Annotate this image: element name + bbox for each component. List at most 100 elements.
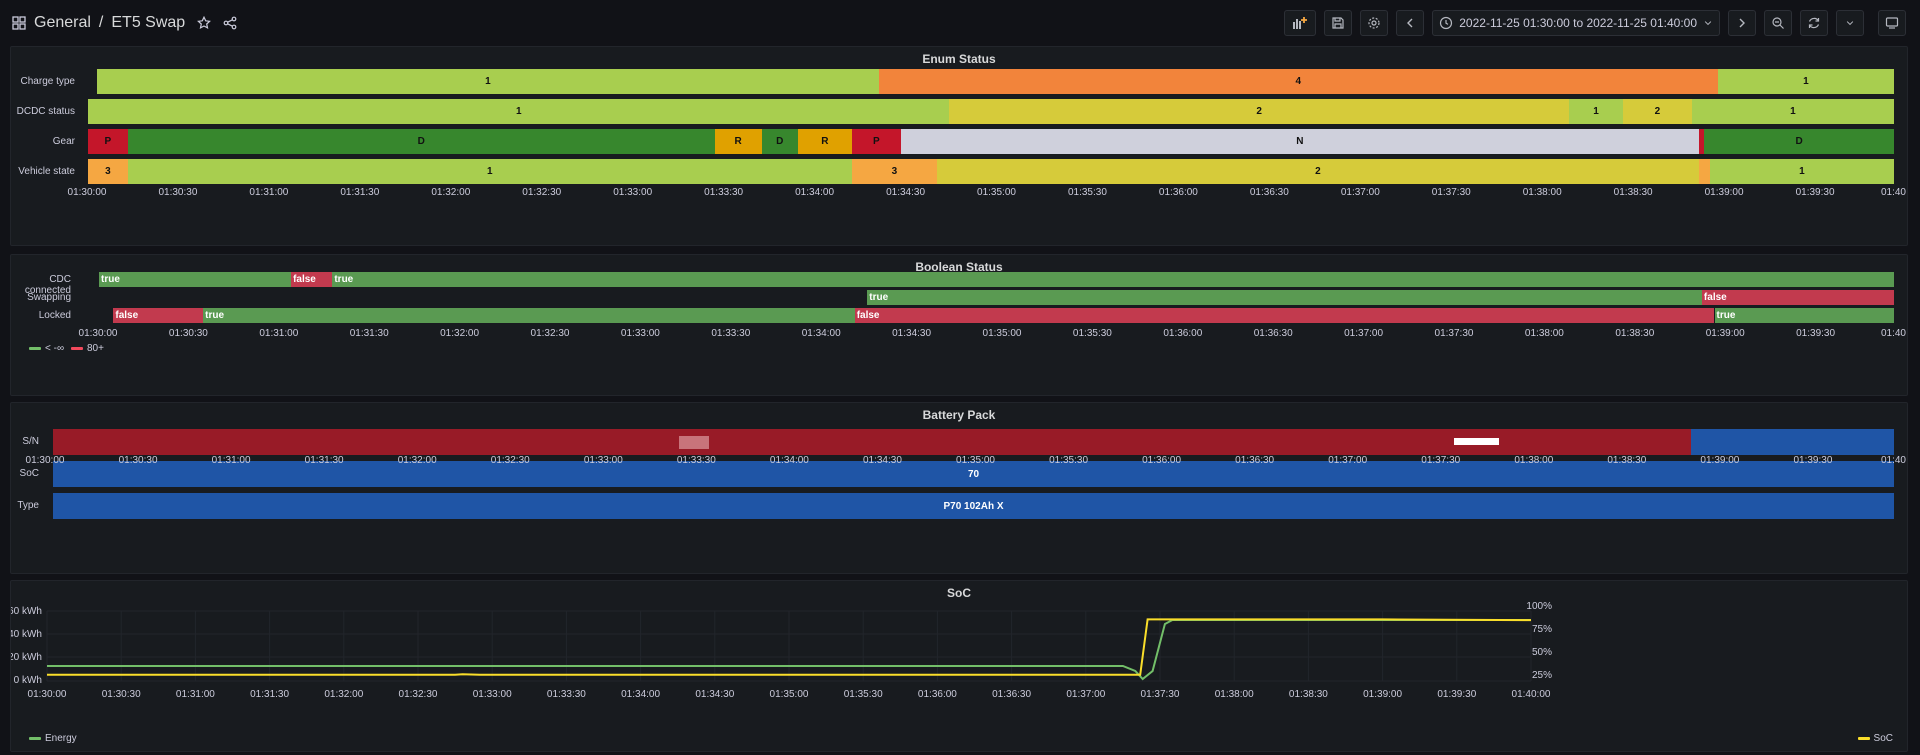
refresh-button[interactable] <box>1800 10 1828 36</box>
state-segment[interactable]: true <box>332 272 1894 287</box>
time-forward-button[interactable] <box>1728 10 1756 36</box>
breadcrumb-folder[interactable]: General <box>34 14 91 31</box>
panel-title[interactable]: Enum Status <box>922 52 996 66</box>
chevron-down-icon <box>1704 21 1712 26</box>
state-segment[interactable]: 1 <box>88 99 950 124</box>
legend-item[interactable]: 80+ <box>71 343 104 354</box>
state-segment[interactable]: 1 <box>1691 99 1894 124</box>
time-tick: 01:32:30 <box>398 689 438 700</box>
time-back-button[interactable] <box>1396 10 1425 36</box>
y-axis-right-tick: 75% <box>1532 624 1552 635</box>
zoom-out-button[interactable] <box>1764 10 1792 36</box>
time-tick: 01:37:30 <box>1431 187 1471 198</box>
time-tick: 01:35:00 <box>769 689 809 700</box>
save-dashboard-button[interactable] <box>1324 10 1353 36</box>
state-segment[interactable]: false <box>113 308 204 323</box>
time-tick: 01:38:30 <box>1288 689 1328 700</box>
time-tick: 01:36:00 <box>917 689 957 700</box>
boolean-status-panel: Boolean Status CDC connected true false tru… <box>10 254 1908 396</box>
state-segment[interactable]: 3 <box>851 159 937 184</box>
state-segment[interactable]: 2 <box>936 159 1699 184</box>
state-segment[interactable]: P <box>851 129 901 154</box>
row-label: SoC <box>19 468 39 479</box>
time-tick: 01:36:30 <box>1253 328 1293 339</box>
state-segment[interactable] <box>1698 129 1705 154</box>
state-segment[interactable]: false <box>291 272 333 287</box>
legend-label: 80+ <box>87 343 104 354</box>
time-tick: 01:38:00 <box>1214 689 1254 700</box>
state-segment[interactable]: true <box>867 290 1702 305</box>
share-icon[interactable] <box>223 16 237 30</box>
time-tick: 01:33:00 <box>472 689 512 700</box>
time-tick: 01:33:00 <box>583 455 623 466</box>
state-segment[interactable]: 70 <box>53 461 1894 487</box>
time-tick: 01:35:30 <box>843 689 883 700</box>
state-segment[interactable]: N <box>900 129 1699 154</box>
legend-soc[interactable]: SoC <box>1857 733 1893 744</box>
state-segment[interactable]: false <box>1701 290 1894 305</box>
star-icon[interactable] <box>197 16 212 30</box>
time-tick: 01:32:30 <box>490 455 530 466</box>
add-panel-button[interactable] <box>1284 10 1317 36</box>
time-tick: 01:36:30 <box>992 689 1032 700</box>
state-segment[interactable]: 4 <box>878 69 1718 94</box>
time-tick: 01:35:30 <box>1049 455 1089 466</box>
panel-title[interactable]: SoC <box>947 586 971 600</box>
state-segment[interactable]: P <box>88 129 128 154</box>
state-segment[interactable]: D <box>127 129 715 154</box>
state-segment[interactable]: R <box>714 129 762 154</box>
panel-title[interactable]: Boolean Status <box>915 260 1003 274</box>
time-range-picker[interactable]: 2022-11-25 01:30:00 to 2022-11-25 01:40:… <box>1432 10 1720 36</box>
state-segment[interactable]: 1 <box>1709 159 1894 184</box>
row-label: Vehicle state <box>18 165 75 177</box>
time-tick: 01:31:30 <box>340 187 380 198</box>
time-tick: 01:32:30 <box>522 187 562 198</box>
state-segment[interactable]: 1 <box>127 159 852 184</box>
time-tick: 01:31:00 <box>211 455 251 466</box>
state-segment[interactable]: true <box>99 272 292 287</box>
legend-item[interactable]: < -∞ <box>29 343 64 354</box>
state-segment[interactable]: false <box>854 308 1715 323</box>
refresh-interval-dropdown[interactable] <box>1836 10 1864 36</box>
tv-mode-button[interactable] <box>1878 10 1906 36</box>
time-tick: 01:30:30 <box>118 455 158 466</box>
soc-chart: 60 kWh 40 kWh 20 kWh 0 kWh 100% 75% 50% 25% <box>11 601 1552 686</box>
settings-gear-button[interactable] <box>1360 10 1389 36</box>
time-tick: 01:37:30 <box>1140 689 1180 700</box>
series-line-soc[interactable] <box>47 618 1532 676</box>
time-tick: 01:35:30 <box>1067 187 1107 198</box>
chevron-down-icon <box>1846 21 1854 26</box>
time-tick: 01:36:30 <box>1235 455 1275 466</box>
state-segment[interactable]: true <box>203 308 855 323</box>
time-tick: 01:33:30 <box>546 689 586 700</box>
row-label: Charge type <box>20 75 75 87</box>
dashboards-grid-icon[interactable] <box>12 16 26 30</box>
state-segment[interactable]: R <box>797 129 852 154</box>
state-segment[interactable] <box>53 429 1692 455</box>
dashboard-title[interactable]: ET5 Swap <box>111 14 186 31</box>
panel-title[interactable]: Battery Pack <box>922 408 996 422</box>
state-segment[interactable]: D <box>1704 129 1894 154</box>
soc-chart-panel: SoC 60 kWh 40 kWh 20 kWh 0 kWh 100% 75% 50% 25%… <box>10 580 1908 752</box>
state-segment[interactable]: 2 <box>949 99 1569 124</box>
state-segment[interactable]: D <box>761 129 798 154</box>
state-segment[interactable]: P70 102Ah X <box>53 493 1894 519</box>
time-tick: 01:32:00 <box>440 328 480 339</box>
legend-label: SoC <box>1873 733 1893 744</box>
state-segment[interactable]: 1 <box>1717 69 1894 94</box>
state-segment[interactable]: 1 <box>97 69 879 94</box>
time-tick: 01:37:00 <box>1328 455 1368 466</box>
time-tick: 01:34:00 <box>621 689 661 700</box>
state-segment[interactable]: 2 <box>1623 99 1692 124</box>
series-line-energy[interactable] <box>47 619 1531 681</box>
row-label: Gear <box>52 135 75 147</box>
state-segment[interactable]: 3 <box>88 159 128 184</box>
row-label: Type <box>17 500 39 511</box>
state-segment[interactable]: true <box>1714 308 1894 323</box>
state-segment[interactable] <box>1691 429 1894 455</box>
state-segment[interactable] <box>1698 159 1710 184</box>
y-axis-left-tick: 60 kWh <box>11 606 42 617</box>
legend-energy[interactable]: Energy <box>29 733 77 744</box>
redacted-block <box>1454 438 1499 445</box>
state-segment[interactable]: 1 <box>1568 99 1624 124</box>
